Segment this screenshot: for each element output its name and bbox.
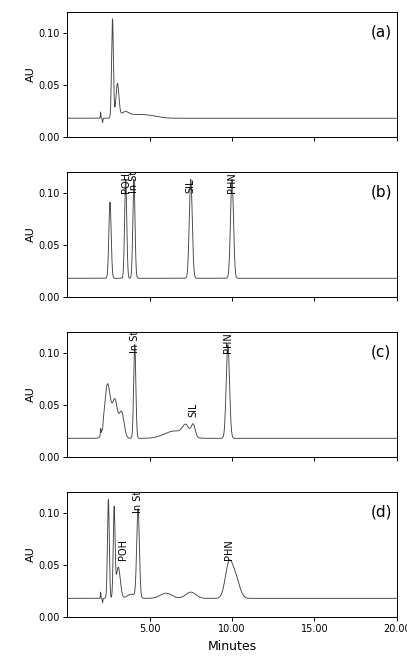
Text: PHN: PHN xyxy=(224,539,234,560)
Text: In St: In St xyxy=(130,331,140,353)
Y-axis label: AU: AU xyxy=(26,227,36,243)
Text: In St: In St xyxy=(133,491,143,513)
Text: (b): (b) xyxy=(370,184,392,200)
Text: (a): (a) xyxy=(370,25,392,39)
Text: PHN: PHN xyxy=(227,172,237,193)
Text: SIL: SIL xyxy=(186,178,196,193)
Y-axis label: AU: AU xyxy=(26,66,36,82)
Text: (d): (d) xyxy=(370,505,392,519)
Text: In St: In St xyxy=(129,171,139,193)
Y-axis label: AU: AU xyxy=(26,386,36,402)
Text: POH: POH xyxy=(118,539,128,560)
Text: PHN: PHN xyxy=(223,332,233,353)
Y-axis label: AU: AU xyxy=(26,547,36,563)
X-axis label: Minutes: Minutes xyxy=(208,640,256,652)
Text: POH: POH xyxy=(120,172,131,193)
Text: (c): (c) xyxy=(370,344,391,360)
Text: SIL: SIL xyxy=(188,403,198,418)
